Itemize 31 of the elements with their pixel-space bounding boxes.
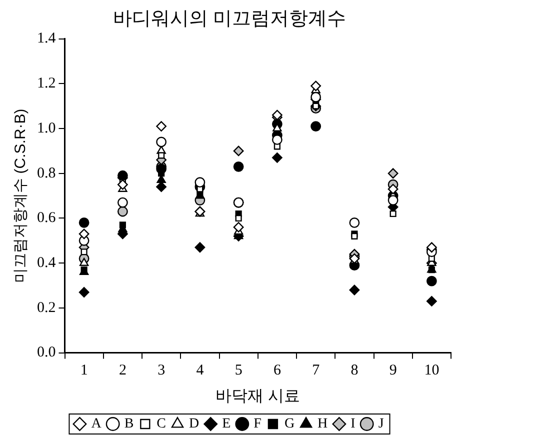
y-tick-label: 1.4 (37, 30, 56, 47)
chart-title: 바디워시의 미끄럼저항계수 (112, 8, 346, 30)
x-axis-title: 바닥재 시료 (216, 388, 300, 405)
x-tick-label: 3 (158, 362, 166, 379)
legend-label: D (189, 416, 200, 432)
x-tick-label: 7 (312, 362, 320, 379)
x-tick-label: 2 (118, 362, 126, 379)
y-tick-label: 1.0 (37, 120, 56, 136)
x-tick-label: 8 (350, 362, 358, 379)
x-tick-label: 1 (80, 362, 88, 379)
x-tick-label: 4 (196, 362, 204, 379)
x-tick-label: 9 (389, 362, 397, 379)
x-tick-label: 10 (424, 362, 440, 379)
y-tick-label: 0.0 (37, 344, 56, 361)
legend-label: H (318, 416, 328, 432)
legend-label: F (254, 416, 262, 432)
x-tick-label: 6 (273, 362, 282, 379)
legend-label: I (350, 416, 356, 432)
legend-label: B (124, 416, 134, 432)
x-tick-label: 5 (234, 362, 242, 379)
y-tick-label: 1.2 (37, 76, 56, 92)
legend-label: C (156, 416, 166, 432)
y-tick-label: 0.6 (37, 210, 56, 226)
y-tick-label: 0.4 (37, 255, 56, 272)
legend-label: G (284, 416, 295, 432)
legend-label: J (378, 416, 384, 432)
legend-label: A (91, 416, 102, 432)
y-tick-label: 0.8 (37, 165, 56, 182)
legend-label: E (222, 416, 231, 432)
y-axis-title: 미끄럼저항계수 (C.S.R·B) (12, 108, 30, 283)
y-tick-label: 0.2 (37, 300, 56, 316)
